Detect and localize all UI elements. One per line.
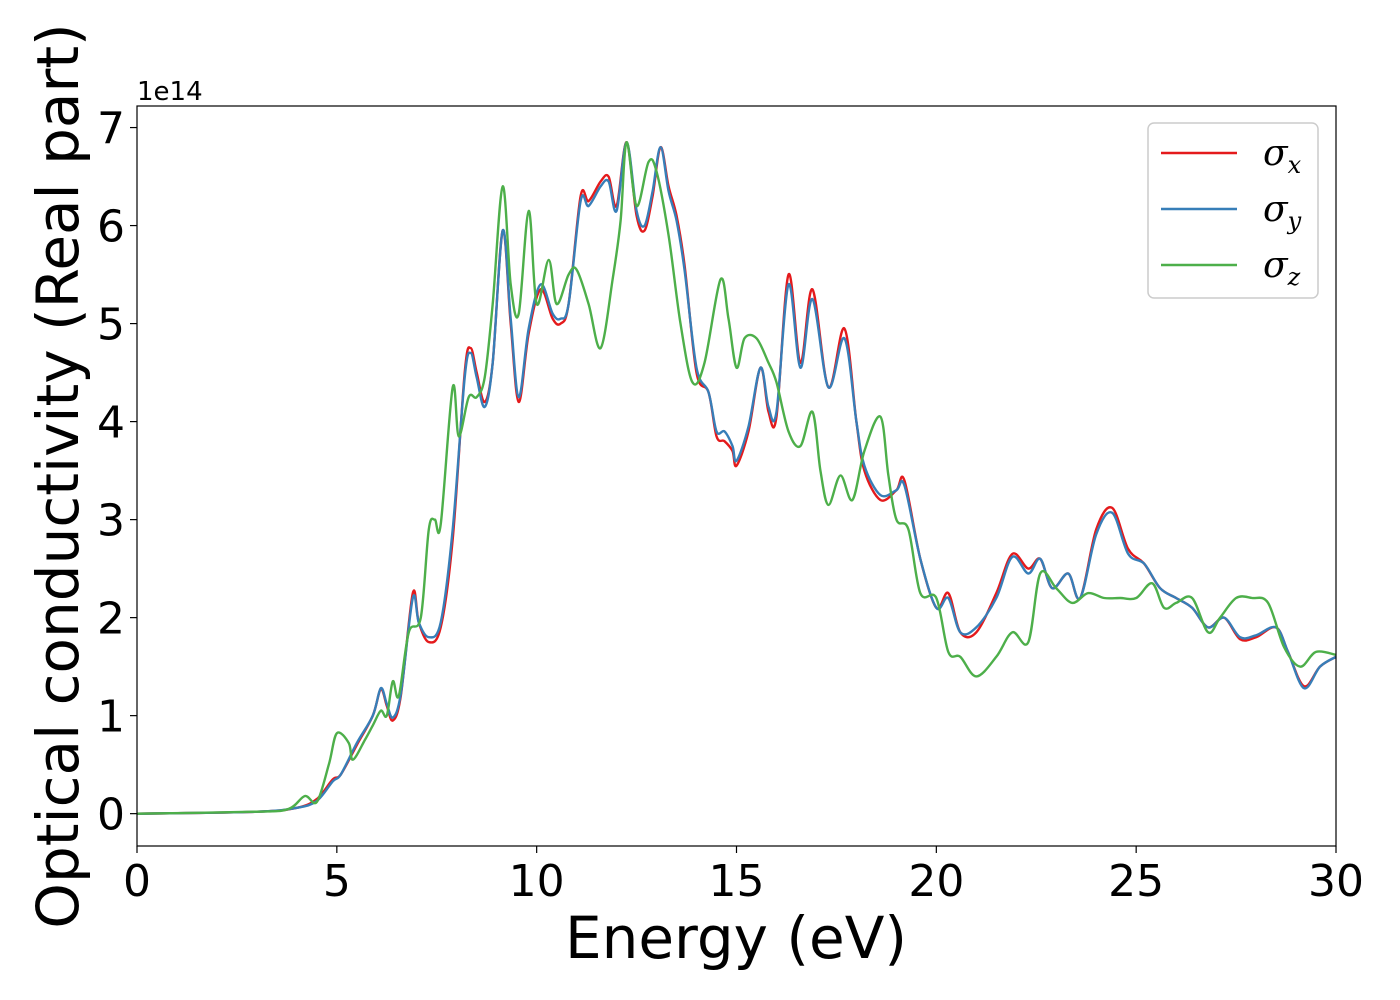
- x-tick-label: 25: [1108, 856, 1164, 907]
- y-tick-label: 4: [97, 398, 125, 449]
- y-tick-label: 1: [97, 692, 125, 743]
- x-tick-label: 0: [123, 856, 151, 907]
- series-layer: [136, 141, 1337, 815]
- y-tick-label: 3: [97, 496, 125, 547]
- x-tick-label: 10: [509, 856, 565, 907]
- y-tick-label: 7: [97, 104, 125, 155]
- x-axis-label: Energy (eV): [565, 904, 907, 972]
- x-tick-label: 20: [908, 856, 964, 907]
- plot-background: [137, 106, 1336, 846]
- plot-frame: [136, 105, 1337, 847]
- x-tick-label: 15: [709, 856, 765, 907]
- x-tick-label: 5: [323, 856, 351, 907]
- series-line-y: [136, 141, 1337, 815]
- y-axis-ticks: 0 1 2 3 4 5 6 7: [97, 104, 137, 841]
- y-tick-label: 2: [97, 594, 125, 645]
- legend: σx σy σz: [1147, 122, 1319, 299]
- x-tick-label: 30: [1308, 856, 1364, 907]
- y-axis-label: Optical conductivity (Real part): [24, 23, 92, 928]
- x-axis-ticks: 0 5 10 15 20 25 30: [123, 846, 1364, 907]
- series-line-z: [136, 141, 1337, 815]
- y-axis-offset-label: 1e14: [137, 77, 203, 107]
- y-tick-label: 6: [97, 202, 125, 253]
- y-tick-label: 5: [97, 300, 125, 351]
- legend-label-x: σx: [1263, 133, 1302, 179]
- y-tick-label: 0: [97, 790, 125, 841]
- legend-box: [1147, 122, 1319, 299]
- legend-label-y: σy: [1263, 189, 1302, 235]
- legend-label-z: σz: [1263, 245, 1301, 291]
